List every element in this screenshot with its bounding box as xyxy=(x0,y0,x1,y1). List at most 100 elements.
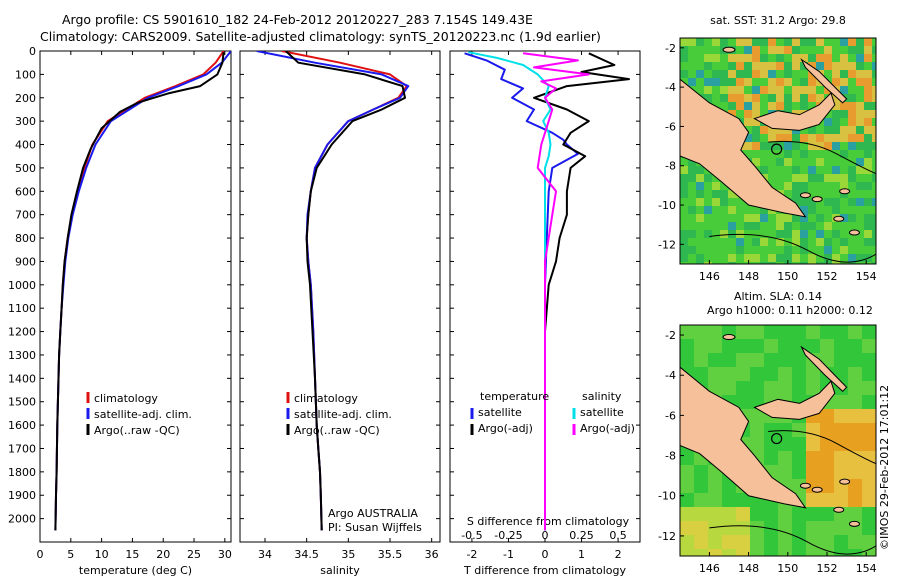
bathymetry-contour xyxy=(768,430,876,465)
map-cell xyxy=(776,150,784,158)
map-cell xyxy=(680,339,694,353)
map-cell xyxy=(688,70,696,78)
map-cell xyxy=(694,465,708,479)
map-cell xyxy=(768,262,776,264)
map-cell xyxy=(816,62,824,70)
map-cell xyxy=(784,222,792,230)
map-cell xyxy=(688,222,696,230)
map-cell xyxy=(760,262,768,264)
map-cell xyxy=(806,423,820,437)
map-cell xyxy=(840,110,848,118)
map-cell xyxy=(800,238,808,246)
map-cell xyxy=(744,118,752,126)
map-cell xyxy=(806,535,820,549)
map-cell xyxy=(862,395,876,409)
map-cell xyxy=(736,367,750,381)
map-cell xyxy=(688,62,696,70)
map-cell xyxy=(750,353,764,367)
map-cell xyxy=(744,214,752,222)
map-cell xyxy=(784,150,792,158)
map-cell xyxy=(792,94,800,102)
map-cell xyxy=(744,94,752,102)
map-cell xyxy=(680,353,694,367)
map-cell xyxy=(736,325,750,339)
map-cell xyxy=(720,54,728,62)
panel-annotation: PI: Susan Wijffels xyxy=(328,521,422,534)
map-x-tick-label: 148 xyxy=(738,562,759,575)
map-cell xyxy=(764,353,778,367)
map-cell xyxy=(806,521,820,535)
map-cell xyxy=(800,182,808,190)
map-cell xyxy=(840,174,848,182)
map-cell xyxy=(864,78,872,86)
map-cell xyxy=(832,70,840,78)
x-tick-label: 10 xyxy=(95,548,109,561)
map-cell xyxy=(862,535,876,549)
map-cell xyxy=(800,94,808,102)
map-cell xyxy=(792,325,806,339)
map-cell xyxy=(752,238,760,246)
map-cell xyxy=(834,465,848,479)
map-cell xyxy=(856,198,864,206)
map-cell xyxy=(872,166,876,174)
map-cell xyxy=(688,54,696,62)
map-frame xyxy=(679,37,877,265)
map-cell xyxy=(864,62,872,70)
legend-label: satellite-adj. clim. xyxy=(294,408,392,421)
map-cell xyxy=(808,142,816,150)
map-cell xyxy=(688,158,696,166)
map-cell xyxy=(856,214,864,222)
map-cell xyxy=(752,246,760,254)
map-cell xyxy=(806,493,820,507)
map-cell xyxy=(864,86,872,94)
legend-label: Argo(..raw -QC) xyxy=(94,424,180,437)
map-cell xyxy=(792,182,800,190)
map-cell xyxy=(744,150,752,158)
x-tick-label: 0 xyxy=(37,548,44,561)
map-cell xyxy=(840,166,848,174)
map-cell xyxy=(864,142,872,150)
map-cell xyxy=(752,46,760,54)
map-cell xyxy=(752,86,760,94)
map-cell xyxy=(800,206,808,214)
map-cell xyxy=(688,182,696,190)
map-cell xyxy=(760,254,768,262)
map-cell xyxy=(736,70,744,78)
profile-panel-2: 34 34.5 35 35.5 36 salinity climatology satelli… xyxy=(239,50,441,577)
map-cell xyxy=(776,254,784,262)
map-cell xyxy=(688,246,696,254)
map-cell xyxy=(752,254,760,262)
map-cell xyxy=(720,254,728,262)
y-tick-label: 1300 xyxy=(8,349,36,362)
map-cell xyxy=(750,423,764,437)
x-tick-label: 0 xyxy=(542,548,549,561)
y-tick-label: 1100 xyxy=(8,302,36,315)
map-cell xyxy=(832,118,840,126)
map-cell xyxy=(808,254,816,262)
map-cell xyxy=(848,423,862,437)
map-cell xyxy=(792,549,806,556)
map-cell xyxy=(752,222,760,230)
legend-label: satellite xyxy=(478,406,522,419)
map-cell xyxy=(856,134,864,142)
map-cell xyxy=(760,86,768,94)
map-cell xyxy=(840,198,848,206)
map-cell xyxy=(856,110,864,118)
map-cell xyxy=(806,451,820,465)
map-cell xyxy=(736,339,750,353)
map-cell xyxy=(800,86,808,94)
map-cell xyxy=(840,158,848,166)
map-cell xyxy=(680,230,688,238)
map-cell xyxy=(792,254,800,262)
map-cell xyxy=(856,118,864,126)
map-cell xyxy=(768,126,776,134)
map-cell xyxy=(688,190,696,198)
map-cell xyxy=(720,230,728,238)
map-cell xyxy=(778,465,792,479)
map-cell xyxy=(832,198,840,206)
map-cell xyxy=(840,134,848,142)
map-cell xyxy=(800,262,808,264)
map-cell xyxy=(764,451,778,465)
map-cell xyxy=(680,262,688,264)
map-y-tick-label: -12 xyxy=(658,238,676,251)
